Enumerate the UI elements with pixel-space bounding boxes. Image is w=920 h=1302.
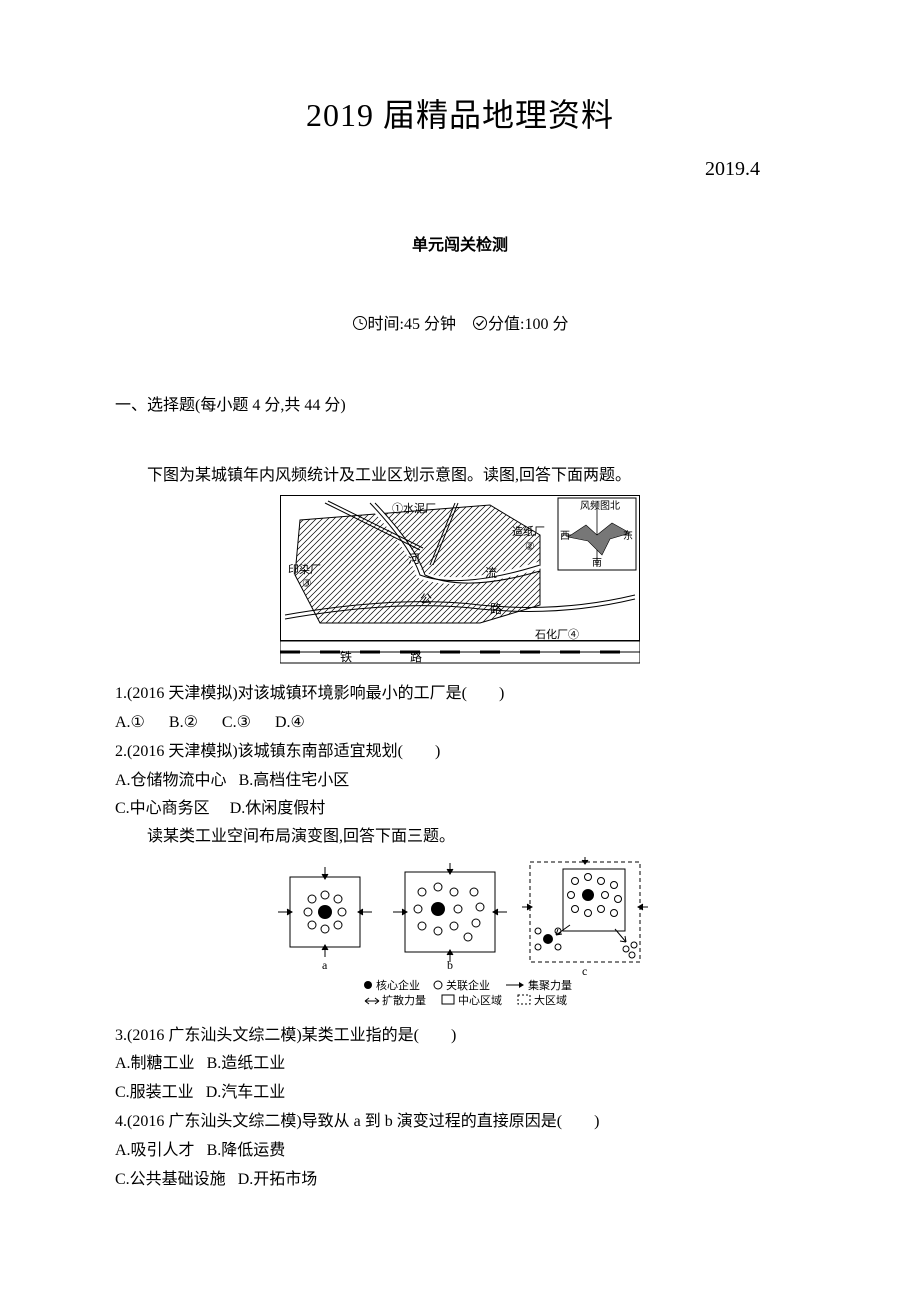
label-rail-r: 路 bbox=[410, 649, 422, 664]
section-heading: 一、选择题(每小题 4 分,共 44 分) bbox=[115, 391, 805, 415]
sub-title: 单元闯关检测 bbox=[115, 231, 805, 255]
q2-opt-d: D.休闲度假村 bbox=[230, 795, 326, 824]
q4-opt-b: B.降低运费 bbox=[207, 1137, 286, 1166]
label-flow: 流 bbox=[485, 566, 497, 580]
main-title: 2019 届精品地理资料 bbox=[115, 90, 805, 136]
label-paper: 造纸厂 bbox=[512, 524, 545, 538]
legend-big: 大区域 bbox=[534, 993, 567, 1007]
q2-stem: 2.(2016 天津模拟)该城镇东南部适宜规划( ) bbox=[115, 738, 805, 767]
q1-opt-a: A.① bbox=[115, 709, 145, 738]
panel-b-label: b bbox=[447, 958, 453, 972]
label-cement: ①水泥厂 bbox=[392, 502, 436, 515]
label-wind-title: 风频图北 bbox=[580, 499, 620, 512]
label-dye-num: ③ bbox=[302, 578, 312, 590]
q4-options-row1: A.吸引人才 B.降低运费 bbox=[115, 1137, 805, 1166]
label-east: 东 bbox=[623, 529, 633, 542]
figure-1: ①水泥厂 造纸厂 ② 印染厂 ③ 河 流 公 路 石化厂④ 铁 路 风频图北 西… bbox=[115, 495, 805, 670]
time-score-line: 时间:45 分钟 分值:100 分 bbox=[115, 310, 805, 336]
label-road: 路 bbox=[490, 601, 502, 616]
time-label: 时间:45 分钟 bbox=[368, 316, 456, 333]
legend-related: 关联企业 bbox=[446, 978, 490, 992]
intro-2: 读某类工业空间布局演变图,回答下面三题。 bbox=[115, 824, 805, 850]
clock-icon bbox=[352, 315, 368, 336]
label-west: 西 bbox=[560, 531, 570, 542]
q4-opt-c: C.公共基础设施 bbox=[115, 1166, 226, 1195]
label-rail-l: 铁 bbox=[340, 650, 352, 664]
intro-1: 下图为某城镇年内风频统计及工业区划示意图。读图,回答下面两题。 bbox=[115, 463, 805, 489]
label-river: 河 bbox=[408, 552, 420, 566]
legend-diffuse: 扩散力量 bbox=[382, 993, 426, 1007]
check-icon bbox=[472, 315, 488, 336]
q2-opt-c: C.中心商务区 bbox=[115, 795, 210, 824]
q4-stem: 4.(2016 广东汕头文综二模)导致从 a 到 b 演变过程的直接原因是( ) bbox=[115, 1108, 805, 1137]
q2-options-row1: A.仓储物流中心 B.高档住宅小区 bbox=[115, 767, 805, 796]
legend-agglom: 集聚力量 bbox=[528, 978, 572, 992]
figure-2: a b bbox=[115, 857, 805, 1012]
panel-c-label: c bbox=[582, 964, 587, 978]
q4-options-row2: C.公共基础设施 D.开拓市场 bbox=[115, 1166, 805, 1195]
q3-opt-c: C.服装工业 bbox=[115, 1079, 194, 1108]
page: 2019 届精品地理资料 2019.4 单元闯关检测 时间:45 分钟 分值:1… bbox=[0, 0, 920, 1302]
legend-center: 中心区域 bbox=[458, 994, 502, 1007]
q3-options-row1: A.制糖工业 B.造纸工业 bbox=[115, 1050, 805, 1079]
q1-opt-c: C.③ bbox=[222, 709, 251, 738]
label-highway: 公 bbox=[420, 592, 432, 606]
legend-core: 核心企业 bbox=[376, 978, 420, 992]
label-south: 南 bbox=[592, 556, 602, 569]
label-petro: 石化厂④ bbox=[535, 627, 579, 641]
date-line: 2019.4 bbox=[115, 158, 805, 181]
score-label: 分值:100 分 bbox=[488, 316, 568, 333]
q1-opt-b: B.② bbox=[169, 709, 198, 738]
q3-options-row2: C.服装工业 D.汽车工业 bbox=[115, 1079, 805, 1108]
q4-opt-a: A.吸引人才 bbox=[115, 1137, 195, 1166]
q3-stem: 3.(2016 广东汕头文综二模)某类工业指的是( ) bbox=[115, 1022, 805, 1051]
label-paper-num: ② bbox=[525, 541, 535, 553]
q2-options-row2: C.中心商务区 D.休闲度假村 bbox=[115, 795, 805, 824]
q4-opt-d: D.开拓市场 bbox=[238, 1166, 318, 1195]
q2-opt-a: A.仓储物流中心 bbox=[115, 767, 227, 796]
label-dye: 印染厂 bbox=[288, 562, 321, 576]
q1-opt-d: D.④ bbox=[275, 709, 305, 738]
q2-opt-b: B.高档住宅小区 bbox=[239, 767, 350, 796]
q1-options: A.① B.② C.③ D.④ bbox=[115, 709, 805, 738]
q3-opt-d: D.汽车工业 bbox=[206, 1079, 286, 1108]
q1-stem: 1.(2016 天津模拟)对该城镇环境影响最小的工厂是( ) bbox=[115, 680, 805, 709]
q3-opt-b: B.造纸工业 bbox=[207, 1050, 286, 1079]
q3-opt-a: A.制糖工业 bbox=[115, 1050, 195, 1079]
panel-a-label: a bbox=[322, 958, 328, 972]
